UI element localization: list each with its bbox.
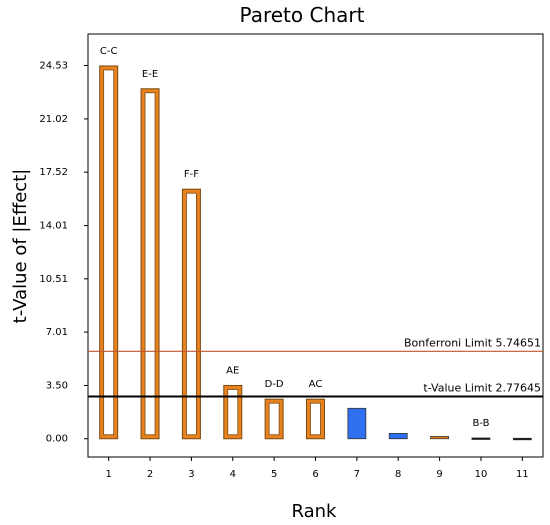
x-tick-label: 6 bbox=[312, 469, 318, 480]
bar-label: D-D bbox=[265, 379, 284, 390]
x-tick-label: 11 bbox=[516, 469, 529, 480]
bar-label: AC bbox=[309, 379, 323, 390]
x-tick-label: 8 bbox=[395, 469, 401, 480]
bar-hollow bbox=[268, 402, 280, 436]
bar bbox=[471, 437, 491, 440]
x-axis-label: Rank bbox=[292, 501, 338, 522]
bar-hollow bbox=[310, 402, 321, 436]
bar-label: B-B bbox=[472, 418, 489, 429]
x-tick-label: 4 bbox=[230, 469, 236, 480]
bar-label: C-C bbox=[100, 46, 118, 57]
y-tick-label: 7.01 bbox=[46, 327, 68, 338]
bar-label: AE bbox=[226, 365, 239, 376]
chart-title: Pareto Chart bbox=[240, 3, 365, 27]
bar bbox=[388, 433, 408, 440]
bar-hollow bbox=[144, 92, 156, 436]
bar-labels: C-C E-E F-F AE D-D AC B-B bbox=[100, 46, 490, 429]
limit-label: Bonferroni Limit 5.74651 bbox=[404, 336, 541, 349]
x-tick-label: 10 bbox=[475, 469, 488, 480]
x-tick-label: 3 bbox=[188, 469, 194, 480]
y-tick-label: 0.00 bbox=[46, 434, 68, 445]
bar bbox=[430, 436, 449, 440]
bar-hollow bbox=[227, 389, 239, 436]
y-axis-label: t-Value of |Effect| bbox=[10, 169, 31, 324]
x-tick-label: 9 bbox=[436, 469, 442, 480]
y-tick-label: 3.50 bbox=[46, 380, 68, 391]
y-tick-label: 10.51 bbox=[39, 274, 68, 285]
limit-label: t-Value Limit 2.77645 bbox=[423, 381, 541, 394]
y-tick-label: 14.01 bbox=[39, 221, 68, 232]
bar-label: F-F bbox=[184, 169, 199, 180]
bar-label: E-E bbox=[142, 69, 158, 80]
bar bbox=[347, 407, 367, 440]
bar-hollow bbox=[186, 192, 197, 436]
bar-hollow bbox=[103, 69, 115, 436]
y-tick-label: 17.52 bbox=[39, 167, 68, 178]
bar bbox=[512, 437, 532, 441]
y-tick-label: 21.02 bbox=[39, 114, 68, 125]
plot-area bbox=[87, 33, 544, 458]
limit-lines: Bonferroni Limit 5.74651 t-Value Limit 2.… bbox=[88, 336, 543, 398]
x-axis-ticks: 1 2 3 4 5 6 7 8 9 10 11 bbox=[105, 457, 529, 480]
y-tick-label: 24.53 bbox=[39, 60, 68, 71]
x-tick-label: 2 bbox=[147, 469, 153, 480]
x-tick-label: 7 bbox=[354, 469, 360, 480]
y-axis-ticks: 0.00 3.50 7.01 10.51 14.01 17.52 21.02 24.53 bbox=[39, 60, 88, 445]
x-tick-label: 1 bbox=[105, 469, 111, 480]
x-tick-label: 5 bbox=[271, 469, 277, 480]
